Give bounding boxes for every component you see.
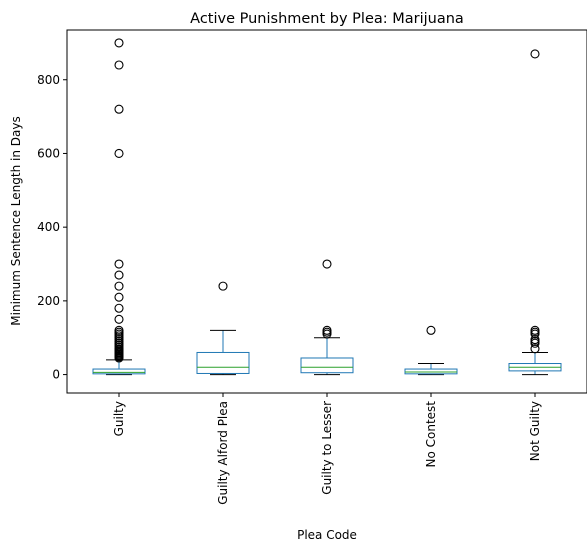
outlier-point <box>114 60 124 70</box>
x-tick-label: Guilty to Lesser <box>320 401 334 495</box>
outlier-point <box>114 314 124 324</box>
x-tick-label: Guilty Alford Plea <box>216 401 230 505</box>
y-tick-label: 200 <box>37 294 60 308</box>
iqr-box <box>404 368 458 375</box>
x-tick-label: Not Guilty <box>528 401 542 461</box>
y-tick-label: 0 <box>52 368 60 382</box>
outlier-point <box>426 325 436 335</box>
outlier-point <box>530 49 540 59</box>
x-tick-label: Guilty <box>112 401 126 436</box>
outlier-point <box>530 344 540 354</box>
outlier-point <box>530 327 540 337</box>
outlier-point <box>218 281 228 291</box>
iqr-box <box>196 351 250 374</box>
y-tick-label: 800 <box>37 73 60 87</box>
outlier-point <box>322 327 332 337</box>
outlier-point <box>530 325 540 335</box>
y-tick-label: 600 <box>37 146 60 160</box>
outlier-point <box>114 148 124 159</box>
x-axis-title: Plea Code <box>297 528 357 542</box>
x-tick-label: No Contest <box>424 401 438 468</box>
y-tick-label: 400 <box>37 220 60 234</box>
outlier-point <box>322 325 332 335</box>
y-axis-title: Minimum Sentence Length in Days <box>9 116 23 325</box>
outlier-point <box>114 259 124 269</box>
outlier-point <box>530 335 540 345</box>
iqr-box <box>92 368 146 375</box>
outlier-point <box>530 336 540 346</box>
outlier-point <box>322 259 332 269</box>
outlier-point <box>114 281 124 291</box>
outlier-point <box>114 303 124 313</box>
outlier-point <box>114 325 124 335</box>
iqr-box <box>300 357 354 374</box>
plot-area: 0 200 400 600 800 Guilty Guilty Alford Plea Gui… <box>37 29 587 505</box>
outlier-point <box>114 270 124 280</box>
outlier-point <box>114 38 124 48</box>
outlier-point <box>114 292 124 302</box>
chart-title: Active Punishment by Plea: Marijuana <box>190 11 464 27</box>
outlier-point <box>114 104 124 114</box>
